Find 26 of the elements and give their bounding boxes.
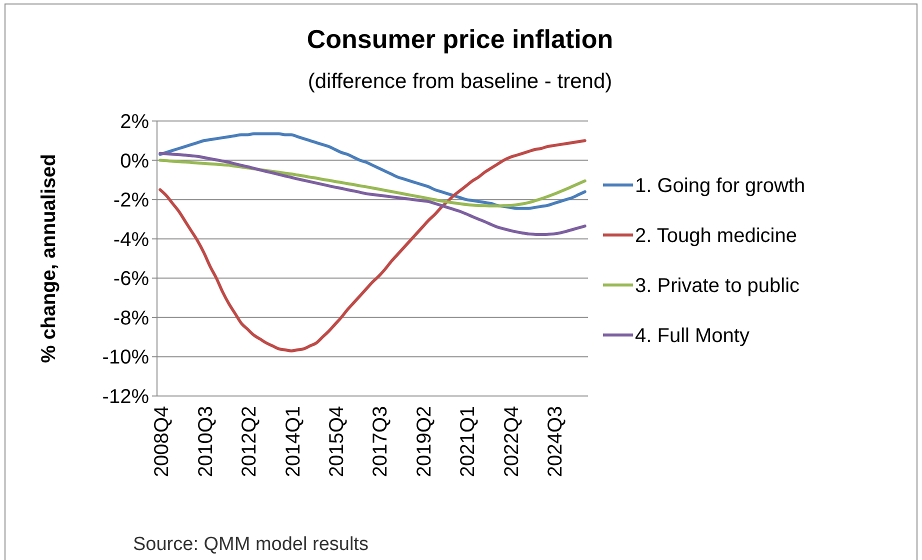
x-tick-label: 2022Q4 — [500, 406, 523, 478]
x-tick-label: 2021Q1 — [457, 406, 480, 478]
legend-label: 3. Private to public — [635, 275, 800, 297]
y-tick-label: -6% — [113, 268, 150, 290]
y-tick-label: 2% — [120, 111, 150, 133]
y-axis-title: % change, annualised — [38, 154, 60, 363]
y-tick-label: -4% — [113, 228, 150, 251]
y-tick-label: -12% — [102, 386, 150, 408]
chart-title: Consumer price inflation — [306, 24, 614, 54]
y-tick-label: -8% — [113, 307, 150, 330]
x-tick-label: 2017Q3 — [370, 406, 392, 478]
y-tick-label: 0% — [120, 150, 150, 172]
x-tick-label: 2024Q3 — [544, 406, 567, 478]
x-tick-label: 2012Q2 — [238, 406, 261, 478]
x-tick-label: 2019Q2 — [413, 406, 436, 478]
y-tick-label: -10% — [102, 346, 150, 369]
y-tick-label: -2% — [113, 190, 150, 212]
x-tick-label: 2010Q3 — [194, 406, 217, 478]
legend-label: 2. Tough medicine — [635, 225, 797, 247]
source-note: Source: QMM model results — [133, 534, 368, 555]
legend-label: 1. Going for growth — [635, 175, 806, 197]
x-tick-label: 2014Q1 — [282, 406, 304, 478]
x-tick-label: 2015Q4 — [326, 406, 348, 478]
legend-label: 4. Full Monty — [635, 325, 750, 347]
chart-subtitle: (difference from baseline - trend) — [308, 70, 612, 93]
x-tick-label: 2008Q4 — [151, 406, 174, 478]
